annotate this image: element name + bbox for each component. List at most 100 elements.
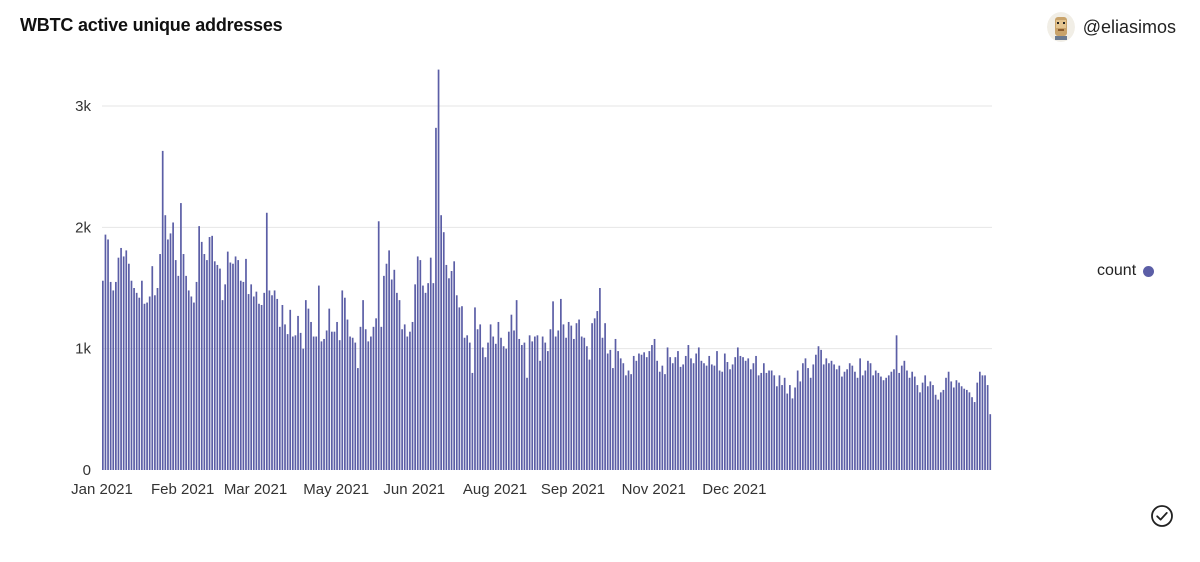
bar[interactable]: [578, 319, 580, 470]
bar[interactable]: [924, 375, 927, 470]
bar[interactable]: [812, 364, 815, 470]
bar[interactable]: [671, 363, 674, 470]
bar[interactable]: [533, 336, 536, 470]
bar[interactable]: [336, 321, 338, 470]
bar[interactable]: [825, 358, 828, 470]
bar[interactable]: [289, 309, 292, 470]
bar[interactable]: [328, 308, 331, 470]
bar[interactable]: [838, 365, 841, 470]
bar[interactable]: [494, 343, 497, 470]
bar[interactable]: [960, 386, 963, 470]
bar[interactable]: [141, 280, 143, 470]
bar[interactable]: [895, 335, 898, 470]
bar[interactable]: [143, 303, 146, 470]
bar[interactable]: [523, 342, 526, 470]
bar[interactable]: [122, 256, 125, 470]
bar[interactable]: [375, 318, 377, 470]
bar[interactable]: [749, 369, 752, 470]
bar[interactable]: [234, 256, 237, 470]
bar[interactable]: [286, 334, 289, 470]
bar[interactable]: [926, 386, 929, 470]
bar[interactable]: [104, 234, 107, 470]
bar[interactable]: [802, 363, 804, 470]
bar[interactable]: [786, 393, 789, 470]
bar[interactable]: [510, 314, 513, 470]
bar[interactable]: [955, 380, 958, 470]
bar[interactable]: [734, 357, 737, 470]
bar[interactable]: [370, 336, 372, 470]
bar[interactable]: [518, 338, 521, 470]
bar[interactable]: [474, 307, 476, 470]
bar[interactable]: [601, 337, 604, 470]
bar[interactable]: [172, 222, 174, 470]
bar[interactable]: [346, 319, 349, 470]
bar[interactable]: [307, 308, 310, 470]
bar[interactable]: [742, 357, 744, 470]
bar[interactable]: [835, 369, 838, 470]
legend[interactable]: count: [1097, 262, 1155, 280]
bar[interactable]: [906, 370, 908, 470]
bar[interactable]: [526, 377, 528, 470]
bar[interactable]: [859, 358, 861, 470]
bar[interactable]: [947, 371, 950, 470]
bar[interactable]: [539, 360, 541, 470]
bar[interactable]: [614, 338, 617, 470]
bar[interactable]: [986, 385, 989, 470]
bar[interactable]: [320, 341, 323, 470]
bar[interactable]: [445, 264, 448, 470]
bar[interactable]: [276, 298, 279, 470]
bar[interactable]: [549, 329, 552, 470]
bar[interactable]: [195, 281, 198, 470]
bar[interactable]: [609, 349, 612, 470]
bar[interactable]: [536, 335, 539, 470]
bar[interactable]: [679, 366, 682, 470]
bar[interactable]: [815, 354, 817, 470]
bar[interactable]: [258, 303, 260, 470]
bar[interactable]: [115, 281, 117, 470]
bar[interactable]: [903, 360, 906, 470]
bar[interactable]: [963, 388, 966, 470]
bar[interactable]: [216, 264, 219, 470]
bar[interactable]: [666, 347, 669, 470]
bar[interactable]: [700, 360, 703, 470]
bar[interactable]: [877, 372, 880, 470]
bar[interactable]: [481, 347, 484, 470]
bar[interactable]: [185, 275, 187, 470]
bar[interactable]: [651, 345, 653, 470]
author-badge[interactable]: @eliasimos: [1046, 12, 1176, 42]
bar[interactable]: [768, 370, 770, 470]
bar[interactable]: [252, 296, 255, 470]
bar[interactable]: [273, 290, 276, 470]
bar[interactable]: [573, 338, 575, 470]
bar[interactable]: [593, 318, 596, 470]
bar[interactable]: [848, 363, 851, 470]
bar[interactable]: [130, 280, 133, 470]
bar[interactable]: [442, 232, 445, 470]
check-circle-icon[interactable]: [1150, 504, 1174, 528]
bar[interactable]: [455, 295, 458, 470]
bar[interactable]: [562, 324, 565, 470]
bar[interactable]: [393, 269, 396, 470]
bar[interactable]: [193, 302, 195, 470]
bar[interactable]: [476, 329, 479, 470]
bar[interactable]: [164, 215, 167, 470]
bar[interactable]: [729, 369, 731, 470]
bar[interactable]: [942, 389, 945, 470]
bar[interactable]: [435, 127, 437, 470]
bar[interactable]: [505, 348, 508, 470]
bar[interactable]: [497, 321, 500, 470]
bar[interactable]: [744, 360, 747, 470]
bar[interactable]: [367, 341, 370, 470]
bar[interactable]: [552, 301, 554, 470]
bar[interactable]: [580, 336, 583, 470]
bar[interactable]: [703, 363, 705, 470]
bar[interactable]: [885, 377, 887, 470]
bar[interactable]: [856, 377, 859, 470]
bar[interactable]: [658, 371, 661, 470]
bar[interactable]: [851, 365, 854, 470]
bar[interactable]: [213, 261, 216, 470]
bar[interactable]: [882, 380, 885, 470]
bar[interactable]: [325, 330, 328, 470]
bar[interactable]: [167, 239, 169, 470]
bar[interactable]: [544, 342, 547, 470]
